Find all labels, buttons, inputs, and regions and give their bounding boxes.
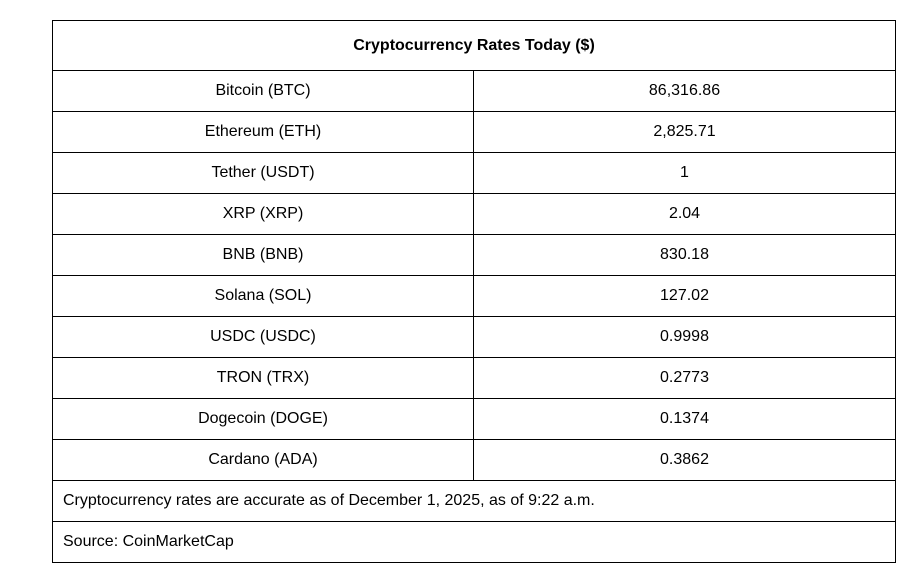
table-row: BNB (BNB) 830.18 — [52, 234, 897, 276]
currency-rate: 0.9998 — [472, 316, 897, 358]
currency-name: BNB (BNB) — [52, 234, 474, 276]
table-title: Cryptocurrency Rates Today ($) — [51, 20, 897, 71]
currency-name: Bitcoin (BTC) — [52, 70, 474, 112]
currency-name: Dogecoin (DOGE) — [52, 398, 474, 440]
accuracy-note: Cryptocurrency rates are accurate as of … — [51, 480, 897, 522]
table-row: XRP (XRP) 2.04 — [52, 193, 897, 235]
table-row: TRON (TRX) 0.2773 — [52, 357, 897, 399]
currency-name: TRON (TRX) — [52, 357, 474, 399]
note-row: Cryptocurrency rates are accurate as of … — [51, 480, 897, 522]
currency-rate: 86,316.86 — [472, 70, 897, 112]
source-note: Source: CoinMarketCap — [51, 521, 897, 563]
currency-rate: 2.04 — [472, 193, 897, 235]
table-row: Tether (USDT) 1 — [52, 152, 897, 194]
currency-name: XRP (XRP) — [52, 193, 474, 235]
table-row: USDC (USDC) 0.9998 — [52, 316, 897, 358]
currency-name: Cardano (ADA) — [52, 439, 474, 481]
currency-name: Tether (USDT) — [52, 152, 474, 194]
crypto-rates-table: Cryptocurrency Rates Today ($) Bitcoin (… — [51, 20, 897, 563]
currency-rate: 2,825.71 — [472, 111, 897, 153]
table-row: Bitcoin (BTC) 86,316.86 — [52, 70, 897, 112]
currency-name: Ethereum (ETH) — [52, 111, 474, 153]
currency-rate: 127.02 — [472, 275, 897, 317]
table-row: Dogecoin (DOGE) 0.1374 — [52, 398, 897, 440]
currency-name: Solana (SOL) — [52, 275, 474, 317]
table-row: Ethereum (ETH) 2,825.71 — [52, 111, 897, 153]
table-row: Solana (SOL) 127.02 — [52, 275, 897, 317]
currency-rate: 0.2773 — [472, 357, 897, 399]
currency-rate: 1 — [472, 152, 897, 194]
table-row: Cardano (ADA) 0.3862 — [52, 439, 897, 481]
source-row: Source: CoinMarketCap — [51, 521, 897, 563]
currency-rate: 0.3862 — [472, 439, 897, 481]
currency-rate: 830.18 — [472, 234, 897, 276]
table-title-row: Cryptocurrency Rates Today ($) — [51, 20, 897, 71]
currency-rate: 0.1374 — [472, 398, 897, 440]
currency-name: USDC (USDC) — [52, 316, 474, 358]
